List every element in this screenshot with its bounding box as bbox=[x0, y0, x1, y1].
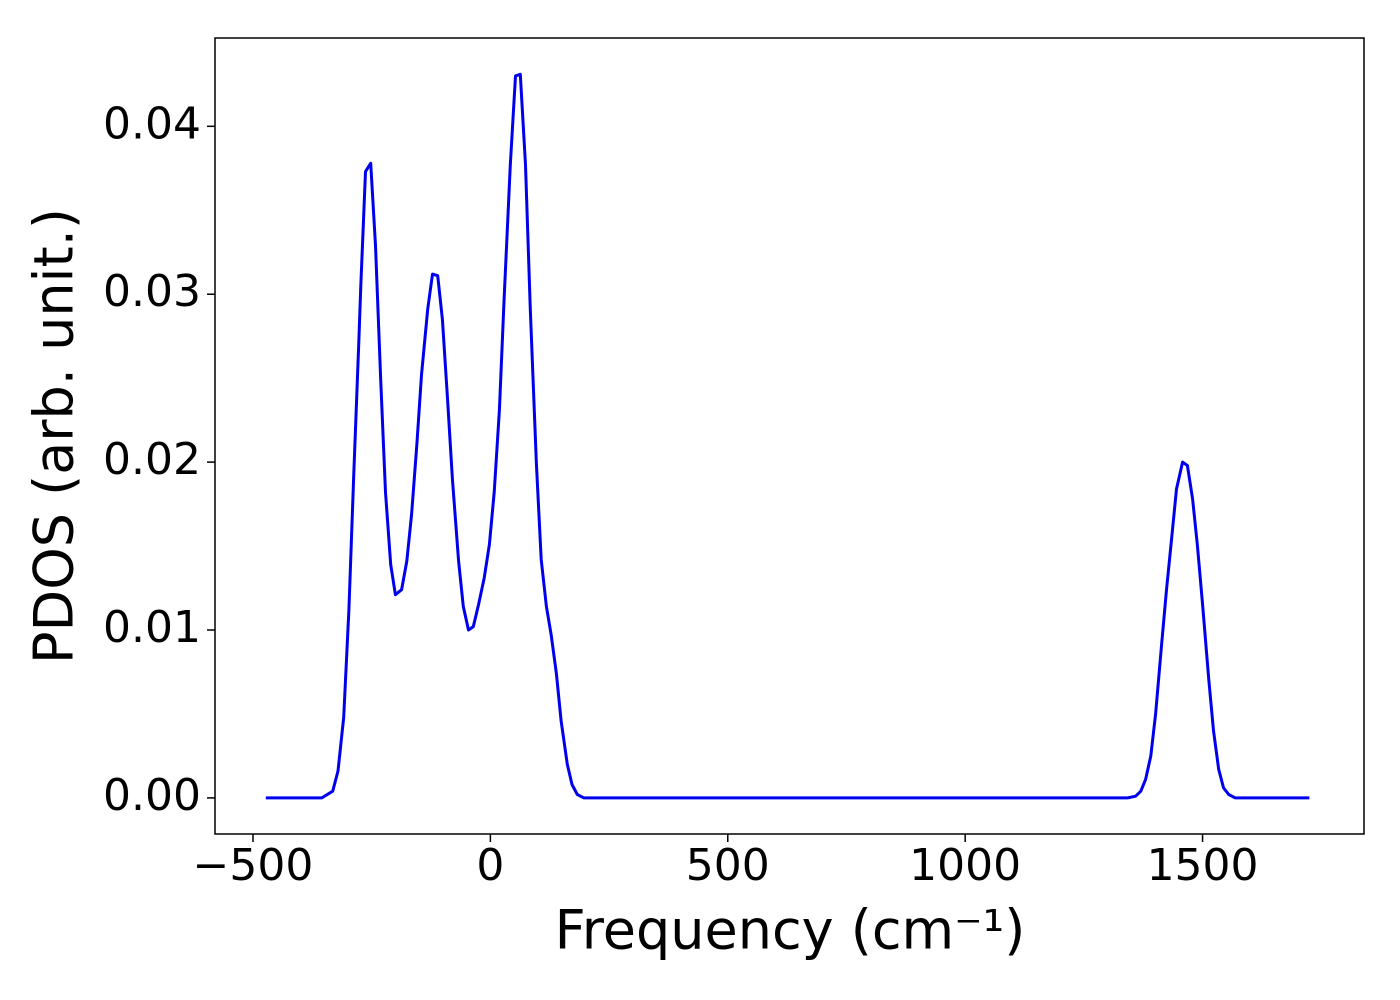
y-tick-label: 0.01 bbox=[103, 602, 201, 653]
data-line bbox=[265, 72, 1310, 800]
y-tick-label: 0.02 bbox=[103, 434, 201, 485]
y-tick-label: 0.04 bbox=[103, 98, 201, 149]
x-tick-label: 1500 bbox=[1147, 840, 1259, 891]
y-axis-label: PDOS (arb. unit.) bbox=[23, 208, 86, 664]
x-tick-label: 1000 bbox=[909, 840, 1021, 891]
plot-frame bbox=[214, 37, 1365, 835]
x-tick-label: 0 bbox=[476, 840, 504, 891]
x-tick-label: 500 bbox=[686, 840, 770, 891]
y-tick-label: 0.03 bbox=[103, 266, 201, 317]
x-tick-label: −500 bbox=[193, 840, 314, 891]
y-tick-label: 0.00 bbox=[103, 770, 201, 821]
x-axis-label: Frequency (cm⁻¹) bbox=[555, 899, 1026, 962]
